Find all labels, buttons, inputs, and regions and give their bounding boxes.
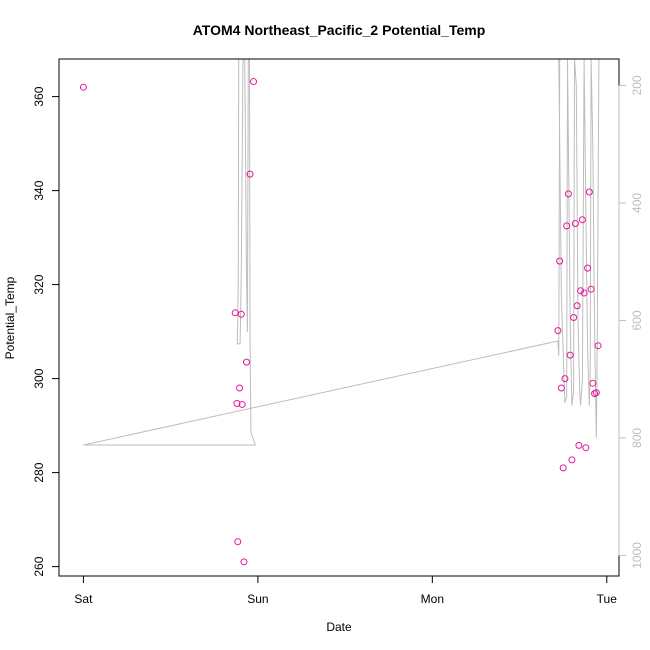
y-tick-label: 340 [32, 180, 46, 200]
data-point [79, 83, 87, 91]
series-line [236, 59, 244, 345]
x-tick-label: Tue [597, 592, 618, 606]
y-tick-label: 260 [32, 556, 46, 576]
data-point [570, 314, 578, 321]
line-layer [83, 59, 600, 446]
data-point [557, 384, 565, 392]
data-point [582, 444, 590, 452]
data-point [250, 78, 258, 86]
data-point [233, 400, 241, 408]
y-tick-label: 360 [32, 86, 46, 106]
data-point [243, 358, 251, 366]
data-point [594, 342, 602, 350]
data-point [580, 289, 588, 297]
data-point [561, 375, 569, 383]
data-point [246, 170, 254, 178]
data-point [234, 538, 242, 546]
data-point [587, 285, 595, 293]
x-tick-label: Sun [247, 592, 268, 606]
y-right-tick-label: 800 [630, 428, 644, 448]
data-point [585, 188, 593, 196]
data-point [556, 257, 564, 265]
y-tick-label: 300 [32, 368, 46, 388]
data-point [238, 400, 246, 408]
x-tick-label: Mon [421, 592, 444, 606]
data-point [554, 327, 562, 335]
x-axis-label: Date [326, 620, 352, 634]
y-right-tick-label: 1000 [630, 542, 644, 569]
data-point [236, 384, 244, 392]
y-axis-label: Potential_Temp [3, 276, 17, 359]
series-line [83, 59, 256, 446]
data-point [584, 264, 592, 272]
data-point [563, 222, 571, 230]
data-point [237, 310, 245, 318]
data-point [568, 456, 576, 464]
y-right-tick-label: 400 [630, 193, 644, 213]
series-line [83, 59, 561, 446]
y-tick-label: 280 [32, 462, 46, 482]
data-point [592, 389, 600, 397]
data-point [578, 216, 586, 224]
y-right-tick-label: 200 [630, 75, 644, 95]
data-point [566, 351, 574, 359]
data-point [573, 302, 581, 310]
point-layer [79, 78, 602, 566]
data-point [240, 558, 248, 566]
y-axis: 260 280 300 320 340 360 [32, 86, 60, 577]
plot-area [58, 58, 620, 577]
y-axis-right: 200 400 600 800 1000 [618, 75, 644, 569]
y-tick-label: 320 [32, 274, 46, 294]
data-point [577, 287, 585, 295]
x-tick-label: Sat [74, 592, 93, 606]
data-point [589, 379, 597, 387]
y-right-tick-label: 600 [630, 310, 644, 330]
x-axis: Sat Sun Mon Tue [74, 575, 618, 606]
data-point [231, 309, 239, 317]
series-line [558, 59, 600, 438]
data-point [559, 464, 567, 472]
data-point [571, 220, 579, 227]
chart-title: ATOM4 Northeast_Pacific_2 Potential_Temp [193, 22, 486, 38]
data-point [575, 441, 583, 449]
data-point [564, 190, 572, 198]
series-line [244, 59, 249, 333]
